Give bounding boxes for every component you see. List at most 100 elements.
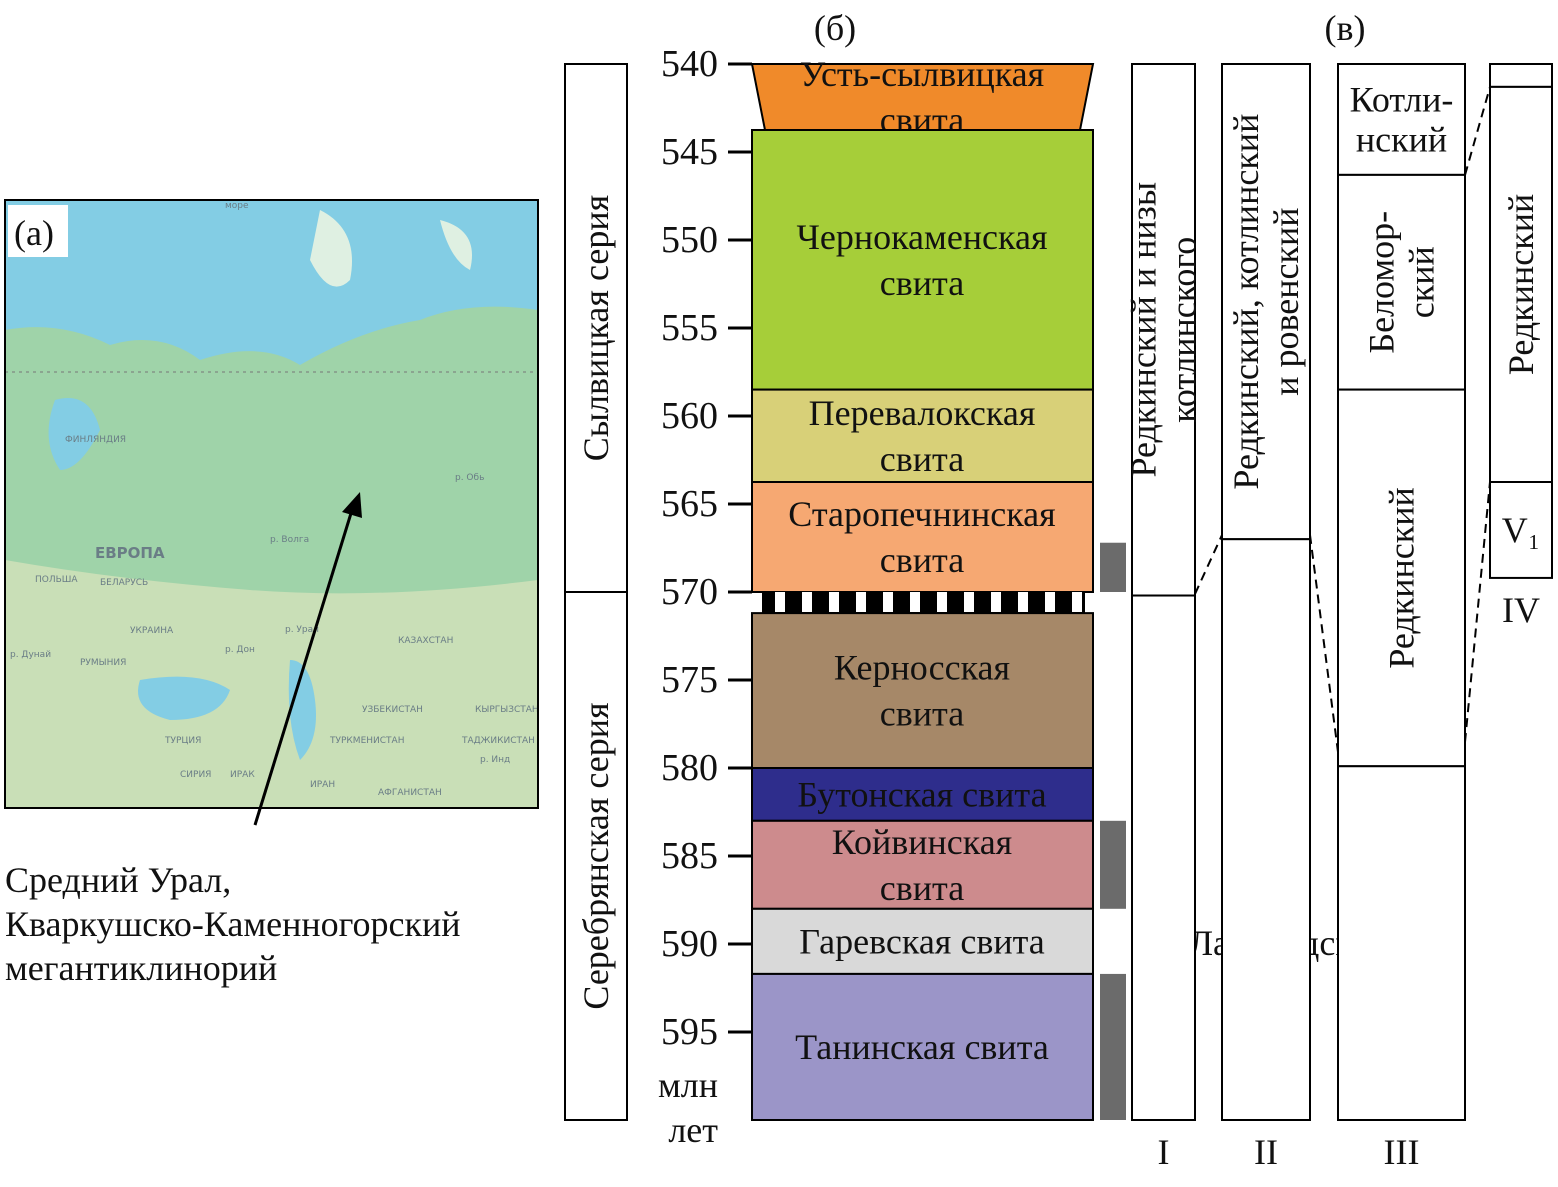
caption: Средний Урал, — [5, 860, 231, 900]
formation — [751, 388, 1094, 484]
tick-label: 550 — [661, 219, 718, 261]
map-label: РУМЫНИЯ — [80, 658, 126, 668]
map-label: КАЗАХСТАН — [398, 636, 453, 646]
map-label: ИРАН — [310, 780, 335, 790]
column-unit — [1131, 63, 1196, 597]
tick-label: 575 — [661, 659, 718, 701]
correlation-line — [1464, 86, 1491, 176]
map-label: КЫРГЫЗСТАН — [475, 705, 539, 715]
axis-unit: млн — [658, 1065, 718, 1105]
map-black-sea — [138, 676, 230, 720]
column-unit — [1131, 594, 1196, 1121]
formation — [751, 907, 1094, 975]
map-label: АФГАНИСТАН — [378, 788, 442, 798]
tick-label: 595 — [661, 1011, 718, 1053]
unit-label: Гаревская свита — [799, 921, 1045, 961]
column-unit — [1489, 481, 1553, 579]
formation — [751, 129, 1094, 391]
formation — [751, 972, 1094, 1121]
map-label: ТУРЦИЯ — [164, 736, 201, 746]
unit-label: Бутонская свита — [797, 774, 1046, 814]
dated-interval — [1100, 973, 1126, 1120]
series-box — [564, 63, 628, 593]
map-label: море — [225, 201, 249, 211]
unit-label: Редкинский — [1382, 487, 1422, 668]
map-label: р. Инд — [480, 755, 510, 765]
map-label: УКРАИНА — [130, 626, 174, 636]
unit-label: Чернокаменская — [796, 217, 1047, 257]
formation — [751, 612, 1094, 769]
formation — [751, 481, 1094, 593]
series-box — [564, 591, 628, 1121]
map-label: р. Дунай — [10, 650, 51, 660]
caption: Кваркушско-Каменногорский — [5, 904, 461, 944]
column-unit — [1337, 388, 1466, 768]
column-unit — [1489, 85, 1553, 483]
dated-interval — [1100, 820, 1126, 909]
map-south — [5, 560, 538, 808]
caption: мегантиклинорий — [5, 948, 277, 988]
panel-label-bg — [8, 205, 68, 257]
map-label: р. Волга — [270, 535, 309, 545]
map-baltic — [48, 398, 100, 470]
map-label: БЕЛАРУСЬ — [100, 578, 148, 588]
map-caspian — [288, 660, 316, 760]
correlation-line — [1464, 481, 1491, 743]
unit-label: Редкинский, котлинский — [1226, 114, 1266, 490]
map-label: ФИНЛЯНДИЯ — [65, 435, 126, 445]
formation — [751, 819, 1094, 910]
map-label: р. Урал — [285, 625, 319, 635]
unit-label: ский — [1402, 246, 1442, 318]
unit-label: V₁ — [1502, 510, 1541, 550]
unit-label: Котли- — [1350, 79, 1454, 119]
unit-label: свита — [880, 263, 964, 303]
column-unit — [1489, 63, 1553, 88]
dated-interval — [1100, 542, 1126, 592]
panel-label: (б) — [814, 8, 856, 48]
map-label: р. Дон — [225, 645, 255, 655]
tick-label: 555 — [661, 307, 718, 349]
unit-label: свита — [880, 868, 964, 908]
column-unit — [1221, 63, 1311, 541]
unit-label: Усть-сылвицкая — [800, 54, 1044, 94]
correlation-line — [1309, 534, 1339, 753]
unit-label: свита — [880, 439, 964, 479]
unit-label: Старопечнинская — [788, 494, 1055, 534]
panel-label: (в) — [1325, 8, 1366, 48]
series-label: Серебрянская серия — [576, 702, 616, 1009]
column-label: II — [1254, 1132, 1278, 1172]
map-label: УЗБЕКИСТАН — [362, 705, 423, 715]
axis-unit: лет — [668, 1110, 718, 1150]
series-label: Сылвицкая серия — [576, 195, 616, 461]
column-unit — [1337, 765, 1466, 1121]
tick-label: 585 — [661, 835, 718, 877]
tick-label: 590 — [661, 923, 718, 965]
map: море ФИНЛЯНДИЯ ЕВРОПА р. Обь р. Волга ПО… — [4, 199, 539, 809]
map-label: СИРИЯ — [180, 770, 211, 780]
correlation-lines — [1194, 86, 1491, 753]
tick-label: 570 — [661, 571, 718, 613]
unit-label: Керносская — [834, 648, 1010, 688]
map-label: ЕВРОПА — [95, 544, 165, 562]
arrow-line — [253, 509, 354, 826]
map-label: ТАДЖИКИСТАН — [461, 736, 535, 746]
unit-label: котлинского — [1164, 237, 1204, 423]
correlation-line — [1194, 534, 1223, 595]
tick-label: 540 — [661, 43, 718, 85]
unconformity — [762, 592, 1085, 614]
unit-label: и ровенский — [1266, 207, 1306, 395]
column-label: III — [1384, 1132, 1420, 1172]
tick-label: 560 — [661, 395, 718, 437]
formation — [751, 767, 1094, 822]
column-unit — [1221, 538, 1311, 1121]
column-unit — [1337, 63, 1466, 176]
column-label: IV — [1502, 590, 1540, 630]
tick-label: 580 — [661, 747, 718, 789]
unit-label: свита — [880, 540, 964, 580]
panel-label: (а) — [14, 213, 54, 253]
unit-label: Редкинский и низы — [1124, 182, 1164, 478]
unit-label: Перевалокская — [809, 393, 1036, 433]
unit-label: Койвинская — [832, 822, 1012, 862]
column-label: I — [1158, 1132, 1170, 1172]
